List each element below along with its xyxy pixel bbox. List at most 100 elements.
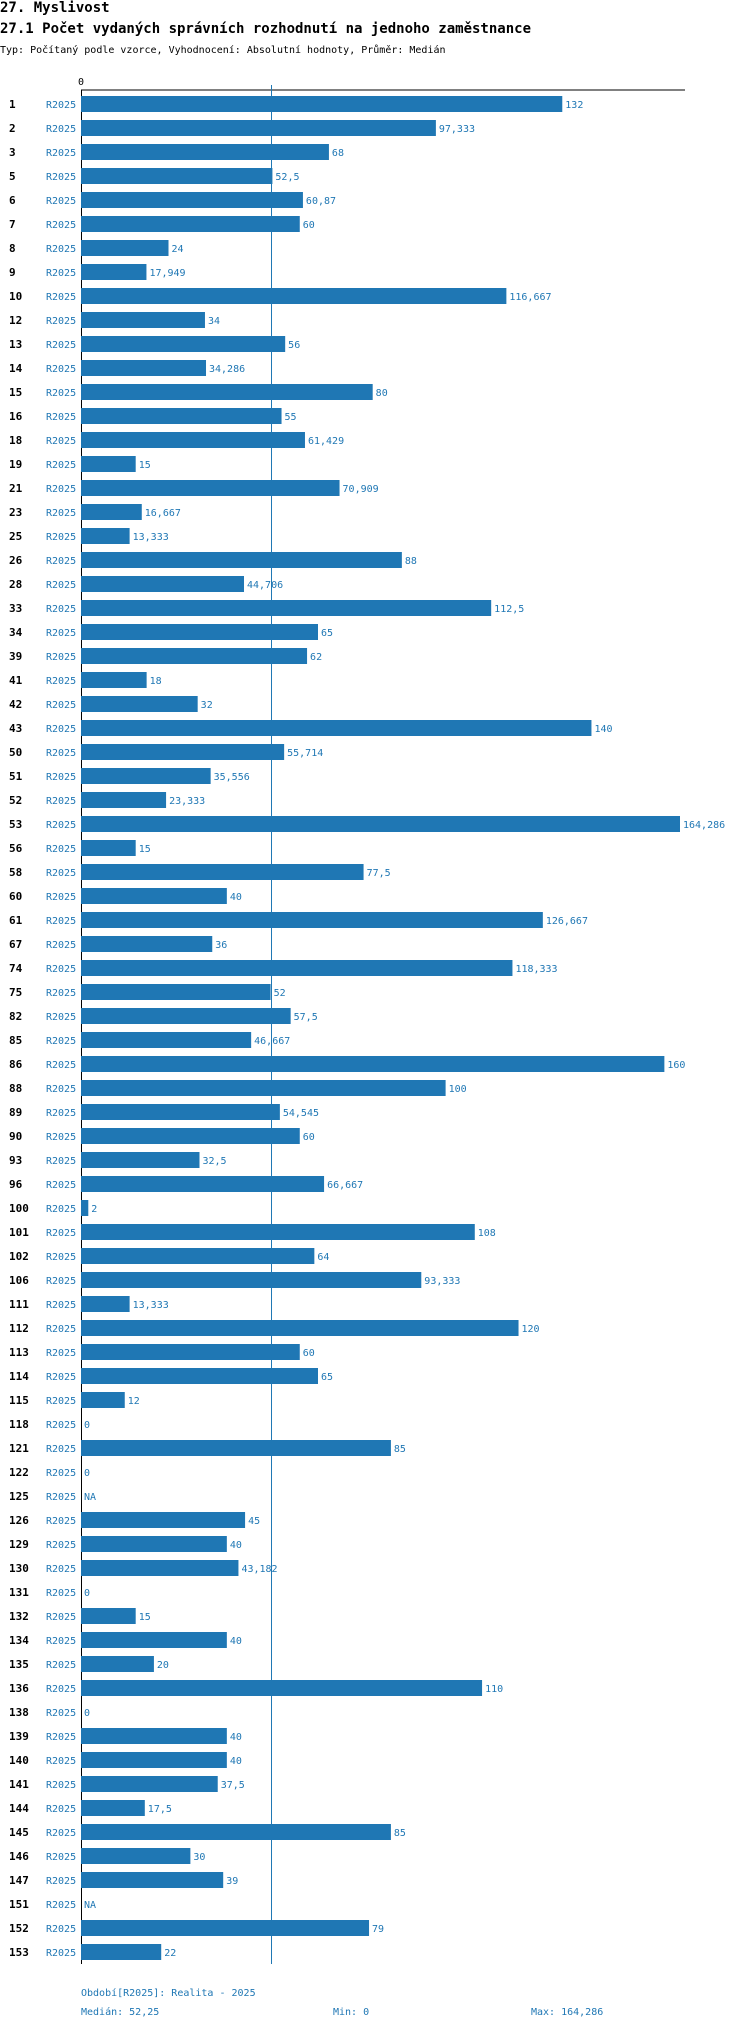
series-label: R2025: [46, 1372, 76, 1383]
value-label: 45: [248, 1516, 260, 1527]
series-label: R2025: [46, 508, 76, 519]
bar: [81, 936, 213, 952]
series-label: R2025: [46, 196, 76, 207]
category-label: 144: [9, 1802, 29, 1815]
series-label: R2025: [46, 1492, 76, 1503]
category-label: 93: [9, 1154, 22, 1167]
series-label: R2025: [46, 724, 76, 735]
bar: [81, 1272, 422, 1288]
category-label: 141: [9, 1778, 29, 1791]
category-label: 33: [9, 602, 22, 615]
series-label: R2025: [46, 988, 76, 999]
series-label: R2025: [46, 124, 76, 135]
bar: [81, 1128, 300, 1144]
category-label: 15: [9, 386, 22, 399]
bar: [81, 240, 169, 256]
value-label: 88: [405, 556, 417, 567]
value-label: 112,5: [494, 604, 524, 615]
bar: [81, 696, 198, 712]
value-label: 40: [230, 1540, 242, 1551]
series-label: R2025: [46, 1828, 76, 1839]
bar: [81, 120, 436, 136]
category-label: 112: [9, 1322, 29, 1335]
value-label: 0: [84, 1468, 90, 1479]
bar: [81, 1080, 446, 1096]
category-label: 129: [9, 1538, 29, 1551]
bar: [81, 480, 340, 496]
value-label: 52: [274, 988, 286, 999]
category-label: 101: [9, 1226, 29, 1239]
bar: [81, 264, 147, 280]
category-label: 61: [9, 914, 23, 927]
category-label: 134: [9, 1634, 29, 1647]
series-label: R2025: [46, 748, 76, 759]
bar: [81, 816, 680, 832]
value-label: 118,333: [515, 964, 557, 975]
footer-min: Min: 0: [333, 2007, 370, 2018]
series-label: R2025: [46, 148, 76, 159]
category-label: 145: [9, 1826, 29, 1839]
bar: [81, 960, 513, 976]
category-label: 52: [9, 794, 22, 807]
value-label: 77,5: [367, 868, 391, 879]
category-label: 86: [9, 1058, 23, 1071]
bar: [81, 984, 271, 1000]
series-label: R2025: [46, 1300, 76, 1311]
x-axis-zero-label: 0: [78, 77, 84, 88]
value-label: 66,667: [327, 1180, 363, 1191]
bar: [81, 1872, 224, 1888]
series-label: R2025: [46, 1276, 76, 1287]
value-label: 60,87: [306, 196, 336, 207]
category-label: 51: [9, 770, 23, 783]
bar: [81, 1176, 325, 1192]
bar: [81, 1560, 239, 1576]
value-label: 55,714: [287, 748, 323, 759]
series-label: R2025: [46, 1612, 76, 1623]
series-label: R2025: [46, 1132, 76, 1143]
series-label: R2025: [46, 1540, 76, 1551]
bar: [81, 1824, 391, 1840]
category-label: 2: [9, 122, 16, 135]
category-label: 114: [9, 1370, 29, 1383]
value-label: 40: [230, 1732, 242, 1743]
bar: [81, 1632, 227, 1648]
value-label: 13,333: [133, 532, 169, 543]
series-label: R2025: [46, 1948, 76, 1959]
bar: [81, 1248, 315, 1264]
category-label: 102: [9, 1250, 29, 1263]
category-label: 6: [9, 194, 16, 207]
bar: [81, 1944, 162, 1960]
series-label: R2025: [46, 1516, 76, 1527]
series-label: R2025: [46, 340, 76, 351]
value-label: 65: [321, 628, 333, 639]
value-label: 85: [394, 1828, 406, 1839]
category-label: 132: [9, 1610, 29, 1623]
chart-title: 27.1 Počet vydaných správních rozhodnutí…: [0, 21, 532, 37]
category-label: 23: [9, 506, 22, 519]
category-label: 152: [9, 1922, 29, 1935]
bar: [81, 888, 227, 904]
value-label: 120: [522, 1324, 540, 1335]
value-label: 17,5: [148, 1804, 172, 1815]
bar: [81, 1800, 145, 1816]
value-label: 44,706: [247, 580, 283, 591]
series-label: R2025: [46, 1588, 76, 1599]
series-label: R2025: [46, 100, 76, 111]
series-label: R2025: [46, 796, 76, 807]
value-label: 18: [150, 676, 162, 687]
series-label: R2025: [46, 772, 76, 783]
chart-meta: Typ: Počítaný podle vzorce, Vyhodnocení:…: [0, 45, 446, 56]
category-label: 21: [9, 482, 23, 495]
value-label: 164,286: [683, 820, 725, 831]
category-label: 125: [9, 1490, 29, 1503]
series-label: R2025: [46, 604, 76, 615]
value-label: 108: [478, 1228, 496, 1239]
category-label: 136: [9, 1682, 29, 1695]
value-label: NA: [84, 1900, 96, 1911]
category-label: 121: [9, 1442, 29, 1455]
category-label: 42: [9, 698, 22, 711]
bar: [81, 432, 305, 448]
category-label: 151: [9, 1898, 29, 1911]
value-label: 15: [139, 460, 151, 471]
